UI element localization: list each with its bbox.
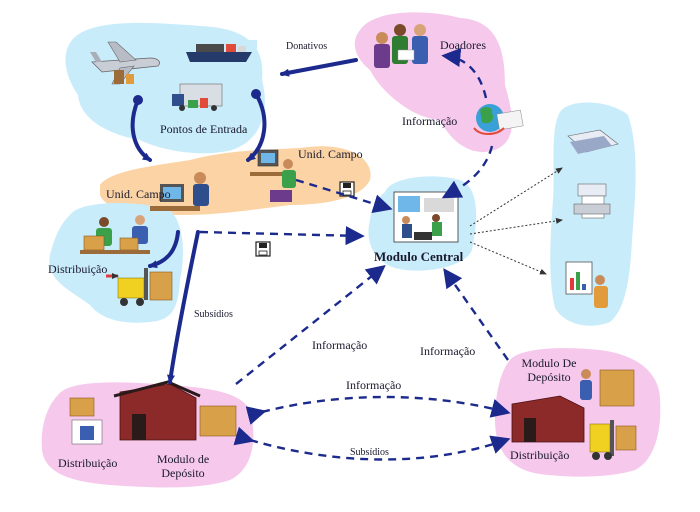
field-left-to-central-arrow	[199, 226, 365, 246]
entry-left-arrow	[130, 98, 152, 162]
solid-arrows	[130, 58, 358, 384]
globe-to-central-arrow	[441, 145, 494, 199]
airplane-icon	[90, 41, 160, 85]
modulo-central-label: Modulo Central	[374, 249, 464, 264]
subsidios-arrow	[167, 230, 200, 384]
forklift-icon	[106, 268, 173, 306]
field-to-central-arrow	[295, 178, 393, 213]
subsidios-bidirectional-arrow	[233, 426, 511, 461]
printer-icon	[573, 183, 611, 219]
donativos-label: Donativos	[286, 41, 328, 52]
unid-campo-right-label: Unid. Campo	[298, 147, 363, 161]
ship-icon	[185, 40, 257, 62]
people-icon	[80, 215, 150, 254]
informacao-left-label: Informação	[312, 338, 368, 352]
globe-icon	[473, 104, 524, 135]
informacao-right-label: Informação	[420, 344, 476, 358]
modulo-deposito-right-label: Modulo De Depósito	[516, 356, 582, 384]
floppy-disk-icon	[255, 241, 271, 257]
dashed-arrows	[199, 47, 511, 461]
modulo-deposito-left-line2: Depósito	[161, 466, 205, 480]
subsidios-bottom-label: Subsídios	[350, 447, 389, 458]
informacao-bidirectional-arrow	[245, 395, 511, 425]
fax-icon	[567, 129, 619, 154]
computer-icon	[393, 191, 459, 243]
warehouse-icon	[69, 380, 237, 445]
distribuicao-top-label: Distribuição	[48, 262, 108, 276]
computer-icon	[250, 149, 296, 202]
pontos-entrada-label: Pontos de Entrada	[160, 122, 248, 136]
globe-to-donors-arrow	[441, 47, 488, 99]
modulo-deposito-left-label: Modulo de Depósito	[150, 452, 216, 480]
dotted-arrows	[469, 167, 563, 275]
field-to-distribution-arrow	[148, 230, 180, 269]
doadores-label: Doadores	[440, 38, 486, 52]
chart-icon	[565, 261, 608, 308]
informacao-mid-label: Informação	[346, 378, 402, 392]
informacao-donors-label: Informação	[402, 114, 458, 128]
modulo-deposito-left-line1: Modulo de	[156, 452, 210, 466]
computer-icon	[150, 172, 209, 211]
warehouse-icon	[511, 369, 635, 443]
truck-icon	[172, 83, 223, 111]
people-icon	[374, 24, 428, 68]
floppy-disk-icon	[339, 181, 355, 197]
subsidios-left-label: Subsídios	[194, 309, 233, 320]
modulo-deposito-right-line1: Modulo De	[521, 356, 577, 370]
depot-right-to-central-arrow	[443, 268, 509, 361]
distribuicao-br-label: Distribuição	[510, 448, 570, 462]
distribuicao-bl-label: Distribuição	[58, 456, 118, 470]
depot-left-to-central-arrow	[235, 265, 386, 385]
donativos-arrow	[280, 58, 358, 77]
forklift-icon	[589, 420, 637, 460]
unid-campo-left-label: Unid. Campo	[106, 187, 171, 201]
distribution-top-blob	[49, 203, 183, 323]
modulo-deposito-right-line2: Depósito	[527, 370, 571, 384]
entry-right-arrow	[246, 92, 267, 162]
